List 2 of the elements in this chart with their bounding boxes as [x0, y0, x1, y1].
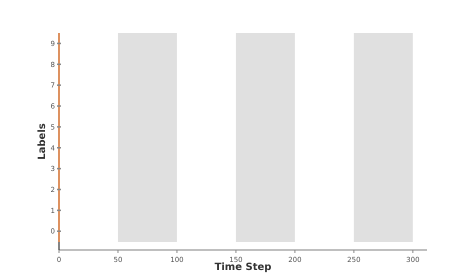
x-axis-title: Time Step: [214, 262, 272, 273]
y-axis-title: Labels: [37, 123, 48, 160]
